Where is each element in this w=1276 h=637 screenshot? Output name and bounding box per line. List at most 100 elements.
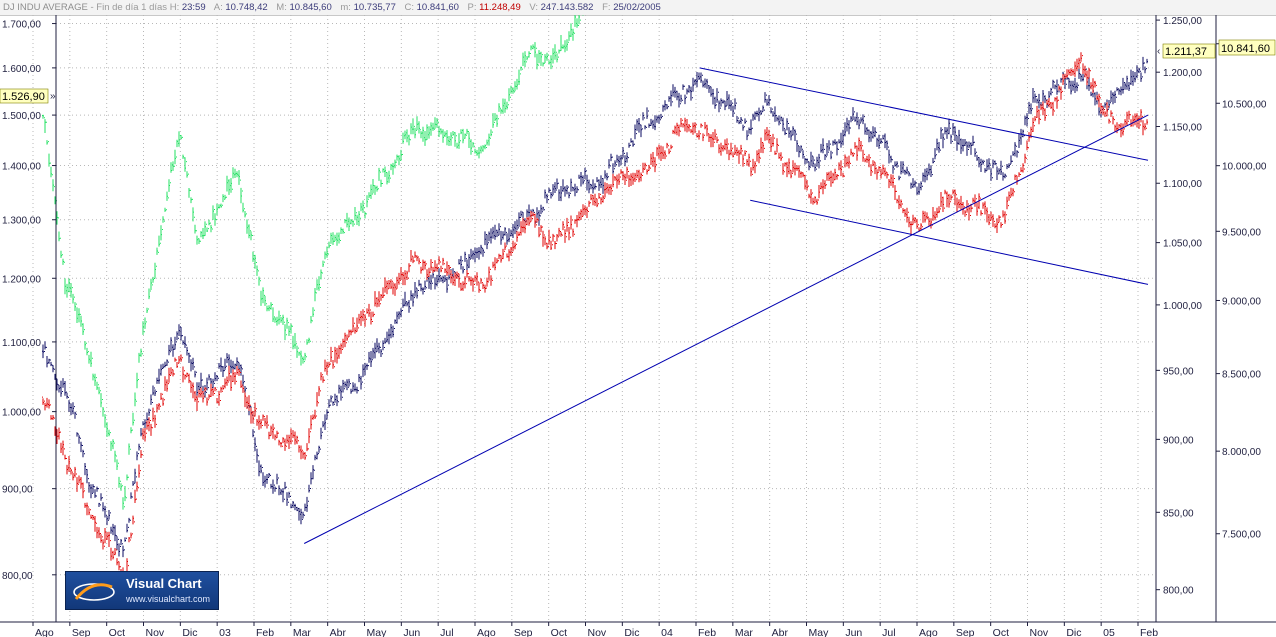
x-tick-label: Feb [256,627,274,637]
left-tick-label: 1.700,00 [2,20,41,31]
inner-right-price-badge-text: 1.211,37 [1165,46,1207,58]
outer-right-tick-label: 10.000,00 [1222,162,1267,173]
low-label: m: [340,2,351,13]
series-0 [42,52,1148,586]
left-tick-label: 800,00 [2,571,33,582]
left-price-badge: 1.526,90 » [0,88,56,104]
svg-text:»: » [50,91,56,102]
series-1 [42,15,584,510]
x-tick-label: Mar [293,627,312,637]
high-value: 10.845,60 [289,2,332,13]
high-label: M: [276,2,287,13]
left-tick-label: 900,00 [2,485,33,496]
inner-right-price-badge: ‹ 1.211,37 [1157,43,1216,59]
volume-label: V: [529,2,538,13]
inner-right-tick-label: 900,00 [1163,435,1194,446]
outer-right-tick-label: 8.500,00 [1222,370,1261,381]
x-tick-label: Nov [146,627,165,637]
instrument-name: DJ INDU AVERAGE [3,2,88,13]
volume-value: 247.143.582 [540,2,594,13]
x-tick-label: Nov [588,627,607,637]
x-tick-label: Jul [882,627,895,637]
x-tick-label: Mar [735,627,754,637]
ohlc-bars [42,52,1148,586]
grid [32,15,1156,622]
outer-right-tick-label: 9.000,00 [1222,296,1261,307]
x-tick-label: Abr [772,627,789,637]
date-value: 25/02/2005 [613,2,661,13]
x-tick-label: Jun [403,627,420,637]
chart-header: DJ INDU AVERAGE - Fin de día 1 días H: 2… [0,0,1276,16]
ohlc-bars [42,15,584,510]
open-label: A: [213,2,223,13]
x-tick-label: May [809,627,830,637]
x-tick-label: Oct [551,627,567,637]
x-tick-label: 04 [661,627,673,637]
inner-right-tick-label: 1.150,00 [1163,123,1202,134]
trendline-0 [303,114,1149,544]
close-label: C: [404,2,415,13]
x-tick-label: Dic [1066,627,1081,637]
x-tick-label: Ago [477,627,496,637]
low-value: 10.735,77 [353,2,396,13]
x-tick-label: Ago [919,627,938,637]
time-label: H: [169,2,180,13]
visual-chart-logo[interactable]: Visual Chart www.visualchart.com [65,571,219,610]
period-label: Fin de día 1 días [96,2,168,13]
trendlines[interactable] [303,67,1149,544]
inner-right-tick-label: 950,00 [1163,366,1194,377]
price-series [42,15,1148,586]
close-value: 10.841,60 [416,2,459,13]
x-tick-label: Jul [440,627,453,637]
x-tick-label: Sep [956,627,975,637]
ohlc-bars [42,56,1148,558]
svg-text:‹: ‹ [1157,46,1160,57]
outer-right-tick-label: 10.500,00 [1222,99,1267,110]
logo-title: Visual Chart [126,576,202,591]
x-tick-label: Oct [109,627,125,637]
outer-right-price-badge: 10.841,60 [1218,39,1276,56]
price-chart[interactable]: Ago Sep Oct Nov Dic 03 Feb Mar Abr May Jun Jul Ago Se… [0,15,1276,637]
x-tick-label: Ago [35,627,54,637]
left-tick-label: 1.100,00 [2,338,41,349]
outer-right-tick-label: 9.500,00 [1222,227,1261,238]
trendline-1 [699,67,1149,161]
series-2 [42,56,1148,558]
p-label: P: [467,2,477,13]
left-tick-label: 1.600,00 [2,64,41,75]
left-tick-label: 1.500,00 [2,111,41,122]
left-tick-label: 1.000,00 [2,408,41,419]
x-tick-label: 05 [1103,627,1115,637]
x-tick-label: Sep [72,627,91,637]
axes [0,15,1276,626]
tick-labels: Ago Sep Oct Nov Dic 03 Feb Mar Abr May Jun Jul Ago Se… [2,16,1267,637]
inner-right-tick-label: 850,00 [1163,508,1194,519]
inner-right-tick-label: 1.200,00 [1163,68,1202,79]
outer-right-tick-label: 8.000,00 [1222,447,1261,458]
x-tick-label: 03 [219,627,231,637]
outer-right-price-badge-text: 10.841,60 [1221,43,1270,55]
p-value: 11.248,49 [479,2,521,13]
left-tick-label: 1.200,00 [2,274,41,285]
inner-right-tick-label: 800,00 [1163,586,1194,597]
logo-url: www.visualchart.com [126,594,211,604]
x-tick-label: Dic [624,627,639,637]
left-tick-label: 1.400,00 [2,162,41,173]
x-tick-label: Sep [514,627,533,637]
time-value: 23:59 [181,2,206,13]
x-tick-label: May [367,627,388,637]
left-price-badge-text: 1.526,90 [2,91,45,103]
inner-right-tick-label: 1.000,00 [1163,301,1202,312]
x-tick-label: Jun [845,627,862,637]
inner-right-tick-label: 1.250,00 [1163,16,1202,27]
inner-right-tick-label: 1.050,00 [1163,239,1202,250]
x-tick-label: Dic [182,627,197,637]
x-tick-label: Nov [1030,627,1049,637]
x-tick-label: Feb [698,627,716,637]
outer-right-tick-label: 7.500,00 [1222,530,1261,541]
inner-right-tick-label: 1.100,00 [1163,179,1202,190]
x-tick-label: Feb [1140,627,1158,637]
x-tick-label: Abr [330,627,347,637]
trendline-2 [750,199,1149,285]
x-tick-label: Oct [993,627,1009,637]
